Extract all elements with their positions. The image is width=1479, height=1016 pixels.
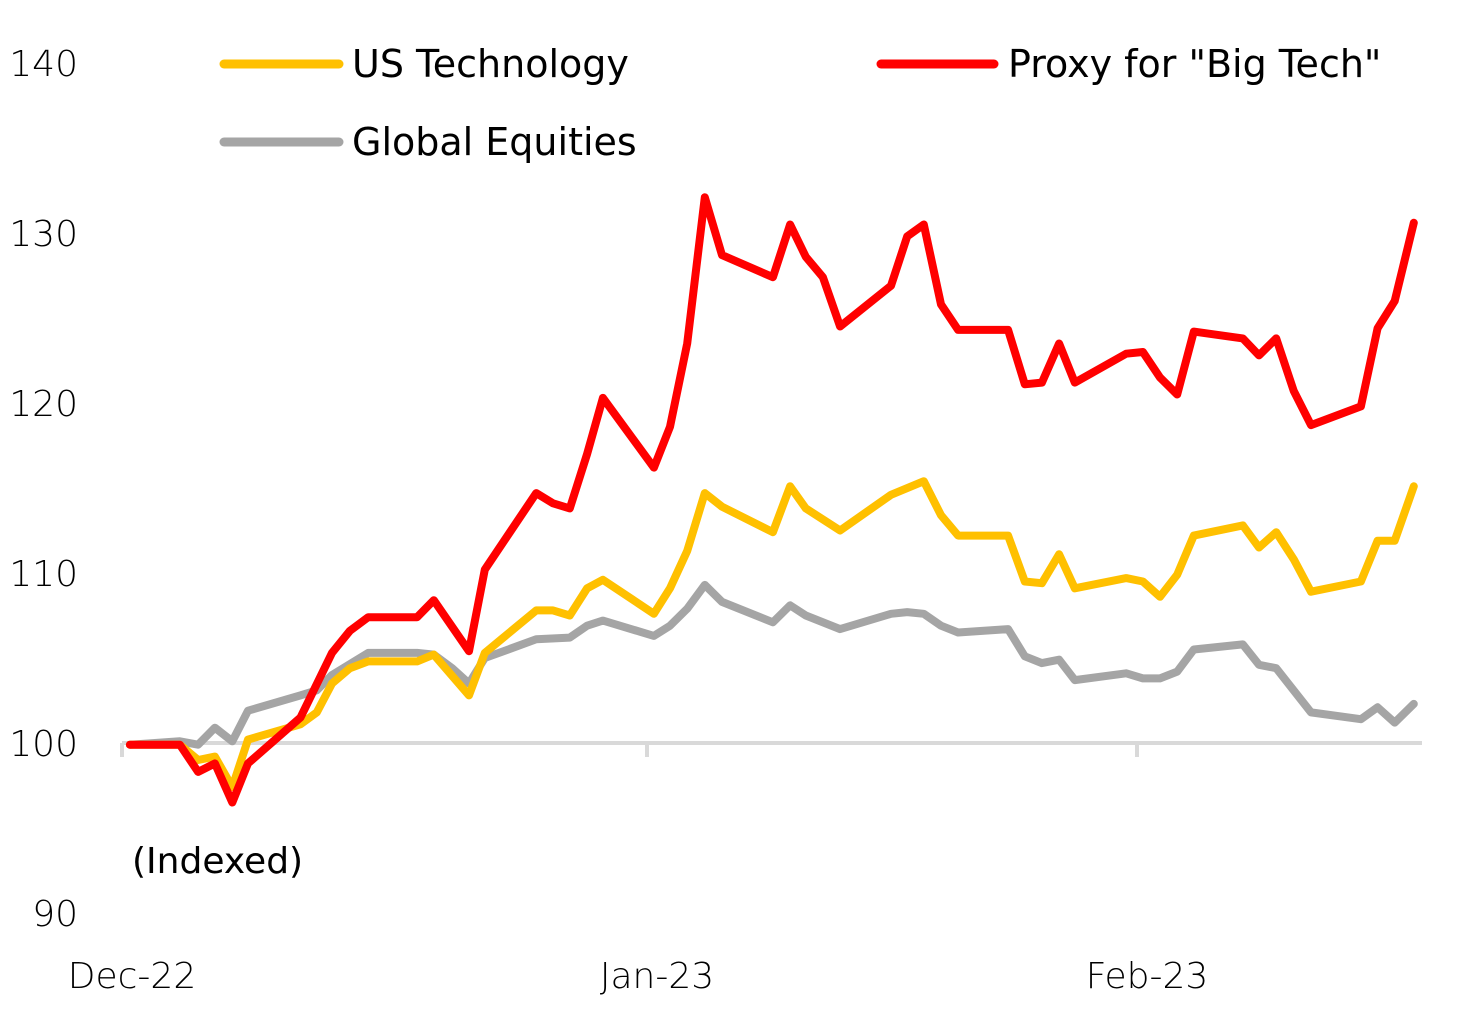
legend-item-global-equities[interactable]: Global Equities [219,120,637,164]
y-axis: 90 100 110 120 130 140 [9,44,78,935]
series-line-global-equities [125,580,1418,749]
y-tick-label: 120 [9,384,78,425]
y-tick-label: 130 [9,214,78,255]
x-tick-label: Dec-22 [68,956,196,997]
y-tick-label: 100 [9,724,78,765]
x-axis: Dec-22 Jan-23 Feb-23 [68,741,1422,997]
legend-item-big-tech[interactable]: Proxy for "Big Tech" [876,42,1381,86]
x-tick-label: Jan-23 [600,956,714,997]
legend-item-us-technology[interactable]: US Technology [219,42,629,86]
y-tick-label: 110 [9,554,78,595]
legend-label-big-tech: Proxy for "Big Tech" [1008,42,1381,86]
series-line-us-technology [125,477,1418,792]
y-tick-label: 140 [9,44,78,85]
indexed-annotation: (Indexed) [132,841,303,882]
series-layer [125,193,1418,807]
x-tick-label: Feb-23 [1086,956,1209,997]
y-tick-label: 90 [32,894,78,935]
legend-label-us-technology: US Technology [352,42,629,86]
legend: US Technology Proxy for "Big Tech" Globa… [219,42,1381,164]
series-line-proxy-for-big-tech [125,193,1418,807]
legend-label-global-equities: Global Equities [352,120,637,164]
